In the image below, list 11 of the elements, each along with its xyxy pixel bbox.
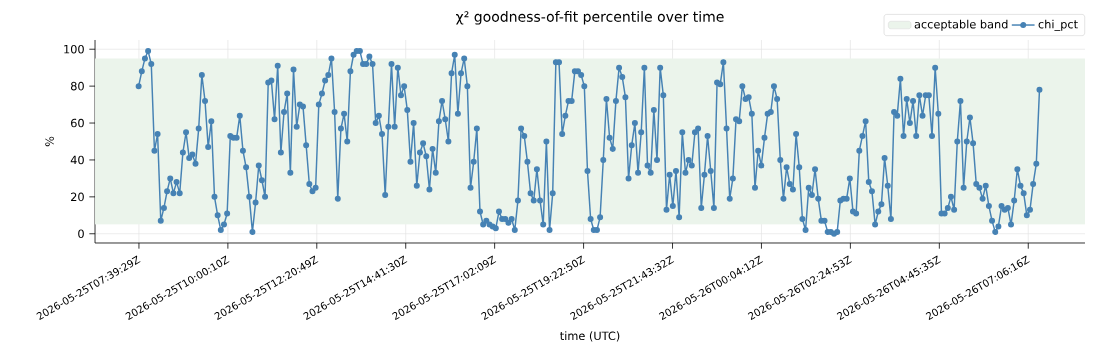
y-axis-title: % [45, 136, 54, 147]
y-tick-label: 20 [71, 192, 84, 202]
y-tick-label: 100 [64, 44, 84, 54]
band-label: acceptable band [914, 19, 1008, 31]
y-tick-label: 60 [71, 118, 84, 128]
legend-label: chi_pct [1038, 19, 1078, 32]
x-axis-title: time (UTC) [560, 331, 620, 342]
y-tick-label: 0 [78, 229, 84, 239]
chart-title: χ² goodness-of-fit percentile over time [456, 11, 724, 25]
y-tick-label: 80 [70, 81, 84, 91]
y-tick-label: 40 [70, 155, 84, 165]
